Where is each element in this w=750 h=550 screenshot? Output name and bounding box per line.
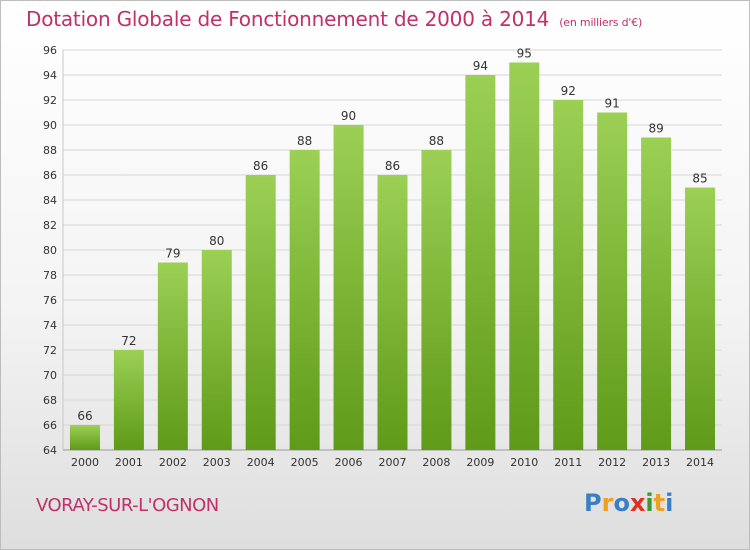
data-label: 79: [165, 247, 180, 261]
logo-letter: i: [645, 489, 654, 517]
bar: [201, 250, 232, 450]
data-label: 80: [209, 234, 224, 248]
y-tick-label: 70: [43, 369, 57, 382]
data-label: 88: [429, 134, 444, 148]
y-tick-label: 80: [43, 244, 57, 257]
logo-letter: o: [613, 489, 630, 517]
x-axis: 2000 2001 2002 2003 2004 2005 2006 2007 2008 2009…: [71, 456, 714, 469]
x-tick-label: 2011: [554, 456, 582, 469]
logo-letter: x: [629, 489, 646, 517]
chart-unit: (en milliers d'€): [559, 16, 643, 29]
bar: [245, 175, 276, 450]
data-label: 91: [605, 97, 620, 111]
logo-letter: i: [665, 489, 674, 517]
x-tick-label: 2010: [510, 456, 538, 469]
y-tick-label: 74: [43, 319, 57, 332]
y-tick-label: 68: [43, 394, 57, 407]
y-tick-label: 88: [43, 144, 57, 157]
bar: [333, 125, 364, 450]
logo-letter: P: [584, 489, 602, 517]
data-label: 85: [692, 172, 707, 186]
x-tick-label: 2012: [598, 456, 626, 469]
bars: [69, 62, 716, 450]
bar: [289, 150, 320, 450]
town-name: VORAY-SUR-L'OGNON: [36, 495, 219, 516]
bar: [509, 62, 540, 450]
data-label: 92: [561, 84, 576, 98]
data-label: 89: [648, 122, 663, 136]
logo-letter: r: [601, 489, 614, 517]
bar: [641, 137, 672, 450]
data-label: 88: [297, 134, 312, 148]
proxiti-logo: Proxiti: [584, 489, 673, 517]
x-tick-label: 2006: [335, 456, 363, 469]
bar: [157, 262, 188, 450]
data-label: 66: [77, 409, 92, 423]
x-tick-label: 2005: [291, 456, 319, 469]
bar: [465, 75, 496, 450]
x-tick-label: 2003: [203, 456, 231, 469]
data-label: 72: [121, 334, 136, 348]
data-label: 94: [473, 59, 488, 73]
y-tick-label: 84: [43, 194, 57, 207]
bar: [377, 175, 408, 450]
y-tick-label: 86: [43, 169, 57, 182]
bar: [113, 350, 144, 450]
data-label: 86: [385, 159, 400, 173]
y-tick-label: 66: [43, 419, 57, 432]
x-tick-label: 2007: [379, 456, 407, 469]
bar: [421, 150, 452, 450]
x-tick-label: 2013: [642, 456, 670, 469]
y-tick-label: 82: [43, 219, 57, 232]
x-tick-label: 2001: [115, 456, 143, 469]
y-tick-label: 96: [43, 44, 57, 57]
x-tick-label: 2000: [71, 456, 99, 469]
y-tick-label: 92: [43, 94, 57, 107]
y-tick-label: 94: [43, 69, 57, 82]
x-tick-label: 2008: [422, 456, 450, 469]
chart-title: Dotation Globale de Fonctionnement de 20…: [26, 7, 642, 31]
chart-title-text: Dotation Globale de Fonctionnement de 20…: [26, 7, 550, 31]
x-tick-label: 2002: [159, 456, 187, 469]
data-label: 90: [341, 109, 356, 123]
y-tick-label: 90: [43, 119, 57, 132]
x-tick-label: 2014: [686, 456, 714, 469]
data-labels: 66 72 79 80 86 88 90 86 88 94 95 92 91 89 85: [77, 47, 707, 424]
bar: [69, 425, 100, 450]
y-tick-label: 76: [43, 294, 57, 307]
data-label: 86: [253, 159, 268, 173]
logo-letter: t: [653, 489, 666, 517]
y-tick-label: 72: [43, 344, 57, 357]
bar: [597, 112, 628, 450]
bar: [685, 187, 716, 450]
y-tick-label: 64: [43, 444, 57, 457]
y-tick-label: 78: [43, 269, 57, 282]
data-label: 95: [517, 47, 532, 61]
x-tick-label: 2004: [247, 456, 275, 469]
x-tick-label: 2009: [466, 456, 494, 469]
y-axis: 64 66 68 70 72 74 76 78 80 82 84 86 88 90 92 94 96: [43, 44, 57, 457]
bar: [553, 100, 584, 450]
